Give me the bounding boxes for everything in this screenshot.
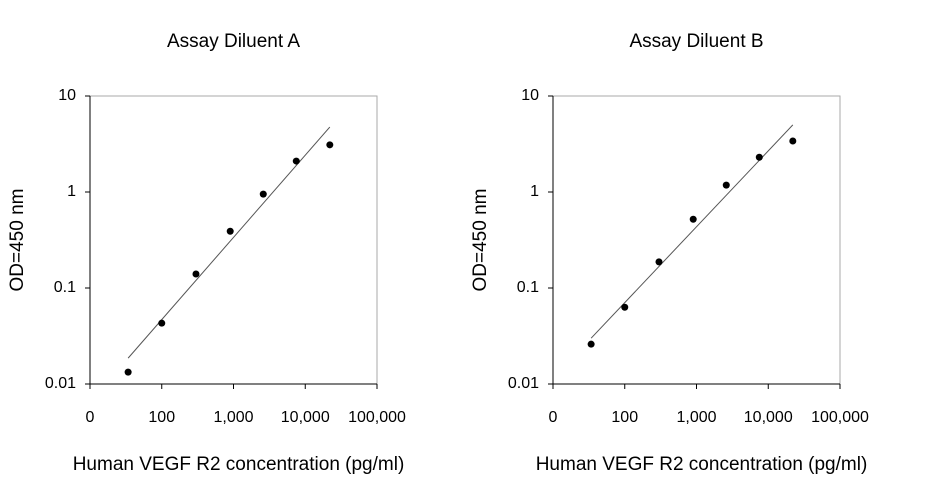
x-tick-label: 10,000	[281, 409, 330, 426]
y-tick-label: 1	[67, 183, 76, 200]
chart-title: Assay Diluent B	[629, 31, 763, 52]
data-point	[621, 303, 629, 311]
data-point	[587, 340, 595, 348]
plot-frame-far	[553, 95, 841, 384]
y-axis-label: OD=450 nm	[7, 189, 28, 292]
data-point	[655, 258, 663, 266]
x-tick-label: 0	[86, 409, 95, 426]
data-point	[755, 153, 763, 161]
plot-frame-far	[90, 95, 378, 384]
x-tick-label: 100	[611, 409, 638, 426]
x-tick-label: 100,000	[811, 409, 869, 426]
fit-line	[127, 126, 331, 359]
data-point	[722, 181, 730, 189]
plot-axes	[89, 96, 377, 385]
y-tick-label: 0.01	[45, 375, 76, 392]
y-tick-label: 0.1	[54, 279, 76, 296]
y-tick-label: 10	[58, 87, 76, 104]
y-tick-label: 1	[530, 183, 539, 200]
x-tick-label: 10,000	[744, 409, 793, 426]
data-point	[292, 157, 300, 165]
x-tick-label: 1,000	[213, 409, 253, 426]
y-tick-label: 0.1	[517, 279, 539, 296]
data-point	[158, 319, 166, 327]
y-axis-label: OD=450 nm	[470, 189, 491, 292]
data-point	[689, 215, 697, 223]
y-tick-label: 10	[521, 87, 539, 104]
data-point	[124, 368, 132, 376]
plot-axes	[552, 96, 840, 385]
data-point	[226, 227, 234, 235]
x-tick-label: 1,000	[676, 409, 716, 426]
data-point	[259, 190, 267, 198]
data-point	[789, 137, 797, 145]
x-axis-label: Human VEGF R2 concentration (pg/ml)	[536, 454, 868, 475]
data-point	[326, 141, 334, 149]
chart-title: Assay Diluent A	[167, 31, 300, 52]
y-tick-label: 0.01	[508, 375, 539, 392]
x-axis-label: Human VEGF R2 concentration (pg/ml)	[73, 454, 405, 475]
x-tick-label: 100	[148, 409, 175, 426]
data-point	[192, 270, 200, 278]
x-tick-label: 0	[549, 409, 558, 426]
x-tick-label: 100,000	[348, 409, 406, 426]
